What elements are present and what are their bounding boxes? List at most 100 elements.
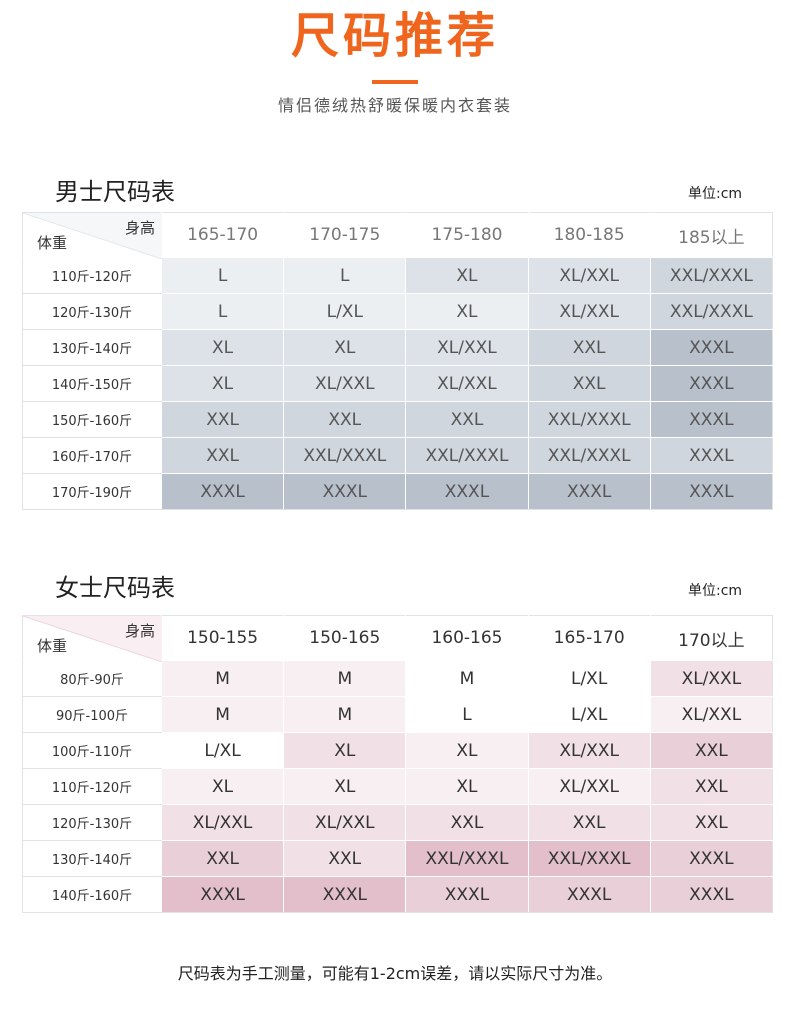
men-size-cell: XL xyxy=(160,329,285,366)
men-height-col: 180-185 xyxy=(527,212,651,258)
men-size-cell: XXL/XXXL xyxy=(527,401,651,438)
men-size-row: 170斤-190斤 XXXL XXXL XXXL XXXL XXXL xyxy=(22,473,774,510)
men-size-cell: XXL xyxy=(283,401,407,438)
women-size-table: 身高 体重 150-155 150-165 160-165 165-170 17… xyxy=(22,615,774,913)
women-weight-range: 90斤-100斤 xyxy=(22,696,162,733)
women-height-col: 150-165 xyxy=(283,615,407,661)
women-size-cell: XXL/XXXL xyxy=(405,840,529,877)
men-height-col: 165-170 xyxy=(160,212,285,258)
men-size-cell: L xyxy=(160,257,285,294)
women-size-row: 110斤-120斤 XL XL XL XL/XXL XXL xyxy=(22,768,774,805)
women-size-cell: XL xyxy=(283,732,407,769)
men-size-cell: XXXL xyxy=(649,401,774,438)
women-size-cell: XL xyxy=(405,732,529,769)
women-weight-range: 100斤-110斤 xyxy=(22,732,162,769)
men-size-cell: XXL xyxy=(405,401,529,438)
men-size-cell: L xyxy=(160,293,285,330)
women-height-label: 身高 xyxy=(124,622,155,640)
women-weight-range: 80斤-90斤 xyxy=(22,660,162,697)
men-weight-range: 170斤-190斤 xyxy=(22,473,162,510)
men-height-col: 170-175 xyxy=(283,212,407,258)
women-size-cell: XXL xyxy=(405,804,529,841)
women-size-cell: XL xyxy=(160,768,285,805)
women-header-row: 身高 体重 150-155 150-165 160-165 165-170 17… xyxy=(22,615,774,662)
women-size-cell: XL/XXL xyxy=(527,732,651,769)
women-size-cell: XL xyxy=(405,768,529,805)
women-size-cell: M xyxy=(405,660,529,697)
women-height-col: 160-165 xyxy=(405,615,529,661)
men-size-cell: XXL/XXXL xyxy=(283,437,407,474)
men-size-cell: XXXL xyxy=(527,473,651,510)
men-header-row: 身高 体重 165-170 170-175 175-180 180-185 18… xyxy=(22,212,774,259)
men-size-cell: XXL xyxy=(527,329,651,366)
men-weight-range: 160斤-170斤 xyxy=(22,437,162,474)
page-subtitle: 情侣德绒热舒暖保暖内衣套装 xyxy=(277,96,512,115)
women-size-cell: XXXL xyxy=(649,876,774,913)
men-size-cell: XL/XXL xyxy=(405,365,529,402)
men-size-cell: XXXL xyxy=(405,473,529,510)
women-height-col: 170以上 xyxy=(649,615,774,661)
women-unit-value: cm xyxy=(720,583,743,599)
men-size-row: 120斤-130斤 L L/XL XL XL/XXL XXL/XXXL xyxy=(22,293,774,330)
men-size-cell: XL xyxy=(160,365,285,402)
women-size-cell: XXXL xyxy=(160,876,285,913)
women-size-row: 120斤-130斤 XL/XXL XL/XXL XXL XXL XXL xyxy=(22,804,774,841)
women-size-cell: M xyxy=(160,660,285,697)
women-weight-range: 110斤-120斤 xyxy=(22,768,162,805)
men-weight-range: 120斤-130斤 xyxy=(22,293,162,330)
men-weight-label: 体重 xyxy=(37,234,68,252)
title-underline xyxy=(372,80,418,84)
men-size-cell: XXL/XXXL xyxy=(649,293,774,330)
men-unit: 单位:cm xyxy=(688,183,742,203)
women-unit-label: 单位: xyxy=(688,583,721,599)
men-size-row: 160斤-170斤 XXL XXL/XXXL XXL/XXXL XXL/XXXL XXXL xyxy=(22,437,774,474)
men-weight-range: 130斤-140斤 xyxy=(22,329,162,366)
men-section-title: 男士尺码表 xyxy=(55,178,175,206)
women-size-row: 140斤-160斤 XXXL XXXL XXXL XXXL XXXL xyxy=(22,876,774,913)
men-size-row: 110斤-120斤 L L XL XL/XXL XXL/XXXL xyxy=(22,257,774,294)
women-size-cell: XXL xyxy=(649,732,774,769)
men-size-cell: XL/XXL xyxy=(527,293,651,330)
women-size-cell: XXL xyxy=(527,804,651,841)
women-size-cell: M xyxy=(283,660,407,697)
men-size-cell: XL xyxy=(283,329,407,366)
women-size-cell: M xyxy=(283,696,407,733)
men-height-col: 175-180 xyxy=(405,212,529,258)
men-size-row: 150斤-160斤 XXL XXL XXL XXL/XXXL XXXL xyxy=(22,401,774,438)
footer-note: 尺码表为手工测量，可能有1-2cm误差，请以实际尺寸为准。 xyxy=(177,964,613,983)
women-size-cell: XL/XXL xyxy=(283,804,407,841)
women-size-cell: XXL/XXXL xyxy=(527,840,651,877)
women-size-cell: M xyxy=(160,696,285,733)
women-size-cell: XL/XXL xyxy=(160,804,285,841)
women-size-cell: XXXL xyxy=(283,876,407,913)
women-height-col: 150-155 xyxy=(160,615,285,661)
men-unit-value: cm xyxy=(720,186,743,202)
women-size-row: 130斤-140斤 XXL XXL XXL/XXXL XXL/XXXL XXXL xyxy=(22,840,774,877)
women-size-cell: XL/XXL xyxy=(649,696,774,733)
women-size-cell: XXL xyxy=(160,840,285,877)
women-size-cell: XXL xyxy=(283,840,407,877)
women-section-title: 女士尺码表 xyxy=(55,574,175,602)
men-size-cell: XXL xyxy=(160,437,285,474)
women-height-col: 165-170 xyxy=(527,615,651,661)
men-size-cell: XXXL xyxy=(160,473,285,510)
women-size-cell: XXL xyxy=(649,804,774,841)
men-height-col: 185以上 xyxy=(649,212,774,258)
men-size-cell: XL/XXL xyxy=(283,365,407,402)
women-size-cell: XXXL xyxy=(405,876,529,913)
women-size-row: 80斤-90斤 M M M L/XL XL/XXL xyxy=(22,660,774,697)
women-size-cell: XXL xyxy=(649,768,774,805)
men-weight-range: 140斤-150斤 xyxy=(22,365,162,402)
page-title: 尺码推荐 xyxy=(290,8,499,64)
women-size-cell: L/XL xyxy=(527,660,651,697)
men-size-cell: XXL xyxy=(160,401,285,438)
men-corner-cell: 身高 体重 xyxy=(22,212,162,259)
men-size-cell: XXL xyxy=(527,365,651,402)
women-size-cell: XXXL xyxy=(527,876,651,913)
men-weight-range: 110斤-120斤 xyxy=(22,257,162,294)
women-size-cell: L xyxy=(405,696,529,733)
men-size-cell: XXXL xyxy=(649,329,774,366)
men-unit-label: 单位: xyxy=(688,186,721,202)
men-height-label: 身高 xyxy=(124,219,155,237)
women-size-row: 90斤-100斤 M M L L/XL XL/XXL xyxy=(22,696,774,733)
